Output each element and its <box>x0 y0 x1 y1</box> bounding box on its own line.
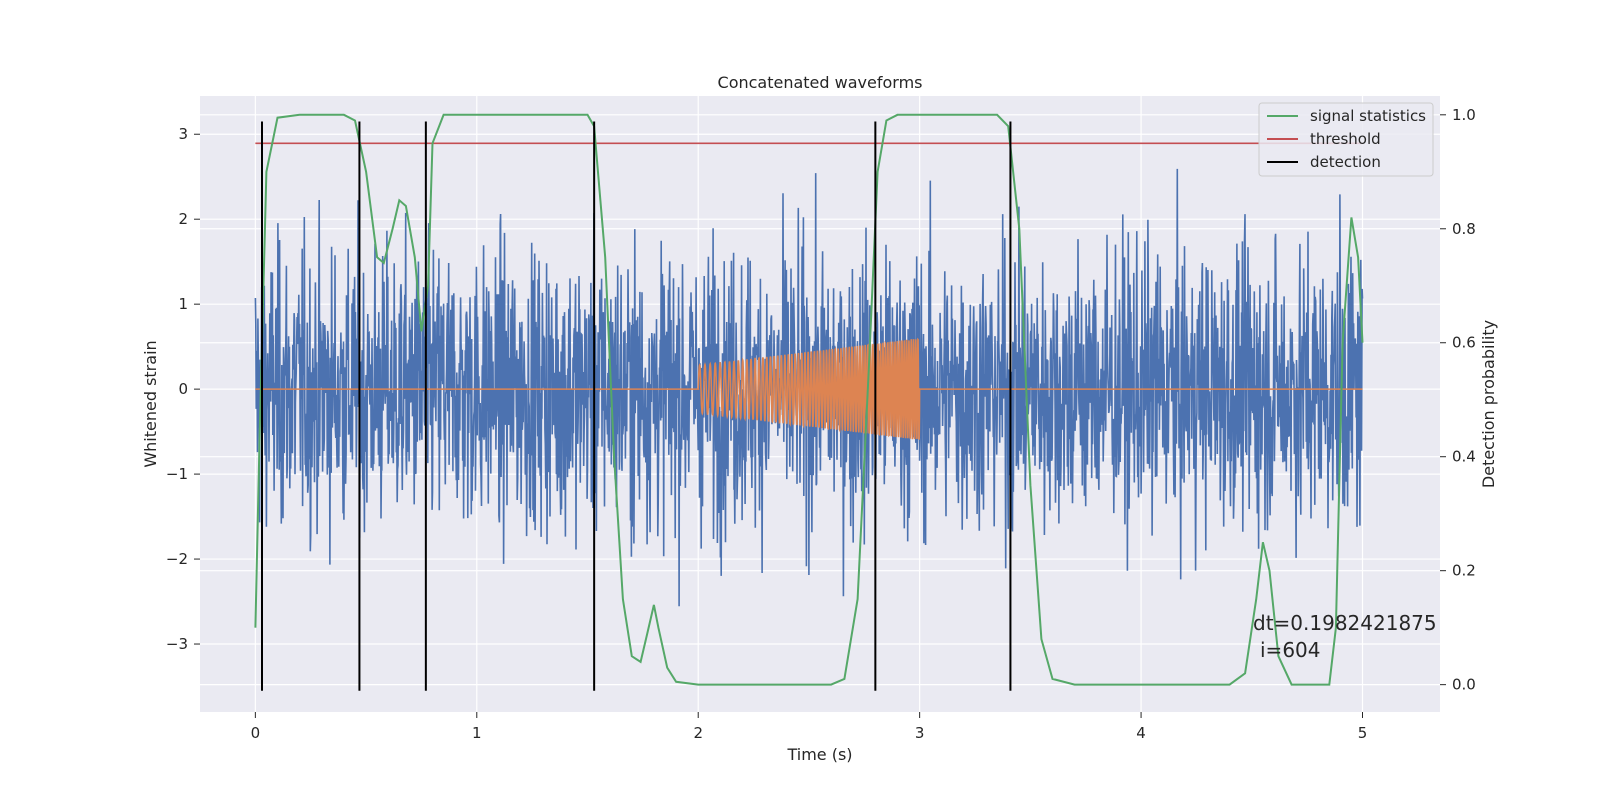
annotation-dt: dt=0.1982421875 <box>1253 611 1437 635</box>
x-tick-label: 4 <box>1136 724 1146 742</box>
y-tick-label: 2 <box>178 210 188 228</box>
y2-tick-label: 0.8 <box>1452 220 1476 238</box>
y2-tick-label: 0.2 <box>1452 562 1476 580</box>
plot-series <box>254 113 1364 691</box>
legend-label-threshold: threshold <box>1310 130 1381 148</box>
x-tick-label: 3 <box>915 724 925 742</box>
axis-ticks: 0 1 2 3 4 5 −3 −2 −1 0 1 2 3 0.0 0.2 0.4 0.6 0.8 1.0 <box>166 106 1476 742</box>
y-axis-label: Whitened strain <box>141 340 160 467</box>
y-tick-label: 0 <box>178 380 188 398</box>
y2-tick-label: 1.0 <box>1452 106 1476 124</box>
injected-signal-series <box>255 337 1363 440</box>
x-axis-label: Time (s) <box>786 745 852 764</box>
x-tick-label: 5 <box>1358 724 1368 742</box>
legend: signal statistics threshold detection <box>1258 102 1434 177</box>
legend-box <box>1258 102 1434 177</box>
y-tick-label: 3 <box>178 125 188 143</box>
x-tick-label: 0 <box>251 724 261 742</box>
y-tick-label: −3 <box>166 635 188 653</box>
y-tick-label: −1 <box>166 465 188 483</box>
y2-tick-label: 0.6 <box>1452 334 1476 352</box>
chart-title: Concatenated waveforms <box>718 73 923 92</box>
annotation-index: i=604 <box>1260 638 1321 662</box>
y2-tick-label: 0.0 <box>1452 676 1476 694</box>
x-tick-label: 1 <box>472 724 482 742</box>
y-tick-label: −2 <box>166 550 188 568</box>
legend-label-signal-statistics: signal statistics <box>1310 107 1426 125</box>
signal-statistics-series <box>254 113 1364 686</box>
legend-label-detection: detection <box>1310 153 1381 171</box>
y2-tick-label: 0.4 <box>1452 448 1476 466</box>
y2-axis-label: Detection probability <box>1479 320 1498 488</box>
y-tick-label: 1 <box>178 295 188 313</box>
x-tick-label: 2 <box>693 724 703 742</box>
noise-series <box>254 168 1364 607</box>
